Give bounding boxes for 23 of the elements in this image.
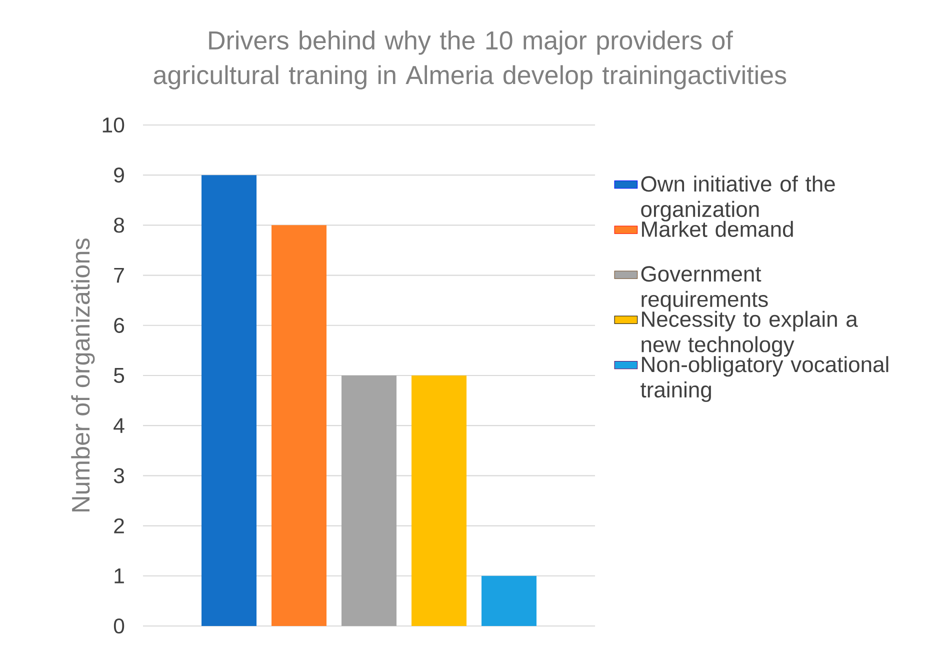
bar — [272, 225, 327, 626]
y-tick-label: 5 — [114, 368, 124, 383]
legend-label: Government requirements — [641, 266, 768, 312]
bar — [482, 576, 537, 626]
y-tick-label: 7 — [114, 268, 124, 283]
chart-title: Drivers behind why the 10 major providers of agricultural traning in Almeria develop trainingactivities — [154, 30, 786, 90]
y-tick-label: 9 — [114, 168, 124, 183]
y-tick-label: 0 — [114, 618, 124, 634]
legend-label: Necessity to explain a new technology — [642, 310, 858, 357]
bar — [412, 375, 467, 626]
y-tick-label: 1 — [114, 568, 124, 584]
y-axis-title: Number of organizations — [71, 238, 95, 512]
y-tick-label: 6 — [114, 318, 124, 333]
legend-label: Non-obligatory vocational training — [640, 356, 888, 402]
bar — [202, 175, 257, 626]
bar — [342, 375, 397, 626]
y-tick-label: 4 — [114, 418, 124, 433]
y-tick-label: 2 — [114, 518, 124, 534]
y-tick-label: 10 — [102, 117, 124, 133]
y-tick-label: 8 — [114, 218, 124, 233]
legend-label: Own initiative of the organization — [641, 176, 835, 222]
y-tick-label: 3 — [114, 468, 124, 484]
legend-label: Market demand — [642, 220, 793, 238]
